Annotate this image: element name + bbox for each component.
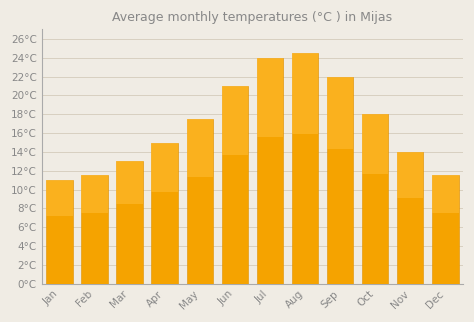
Bar bbox=[222, 86, 248, 284]
Bar bbox=[117, 161, 143, 284]
Bar bbox=[257, 58, 283, 137]
Bar bbox=[46, 180, 73, 284]
Bar bbox=[292, 53, 318, 284]
Bar bbox=[432, 175, 458, 284]
Bar bbox=[152, 143, 178, 192]
Bar bbox=[432, 175, 458, 213]
Bar bbox=[82, 175, 108, 213]
Bar bbox=[327, 77, 353, 149]
Bar bbox=[222, 86, 248, 155]
Bar bbox=[327, 77, 353, 284]
Bar bbox=[187, 119, 213, 177]
Bar bbox=[362, 114, 388, 284]
Bar bbox=[152, 143, 178, 284]
Bar bbox=[292, 53, 318, 134]
Title: Average monthly temperatures (°C ) in Mijas: Average monthly temperatures (°C ) in Mi… bbox=[112, 11, 392, 24]
Bar bbox=[397, 152, 423, 284]
Bar bbox=[46, 180, 73, 216]
Bar bbox=[397, 152, 423, 198]
Bar bbox=[82, 175, 108, 284]
Bar bbox=[117, 161, 143, 204]
Bar bbox=[362, 114, 388, 174]
Bar bbox=[257, 58, 283, 284]
Bar bbox=[187, 119, 213, 284]
